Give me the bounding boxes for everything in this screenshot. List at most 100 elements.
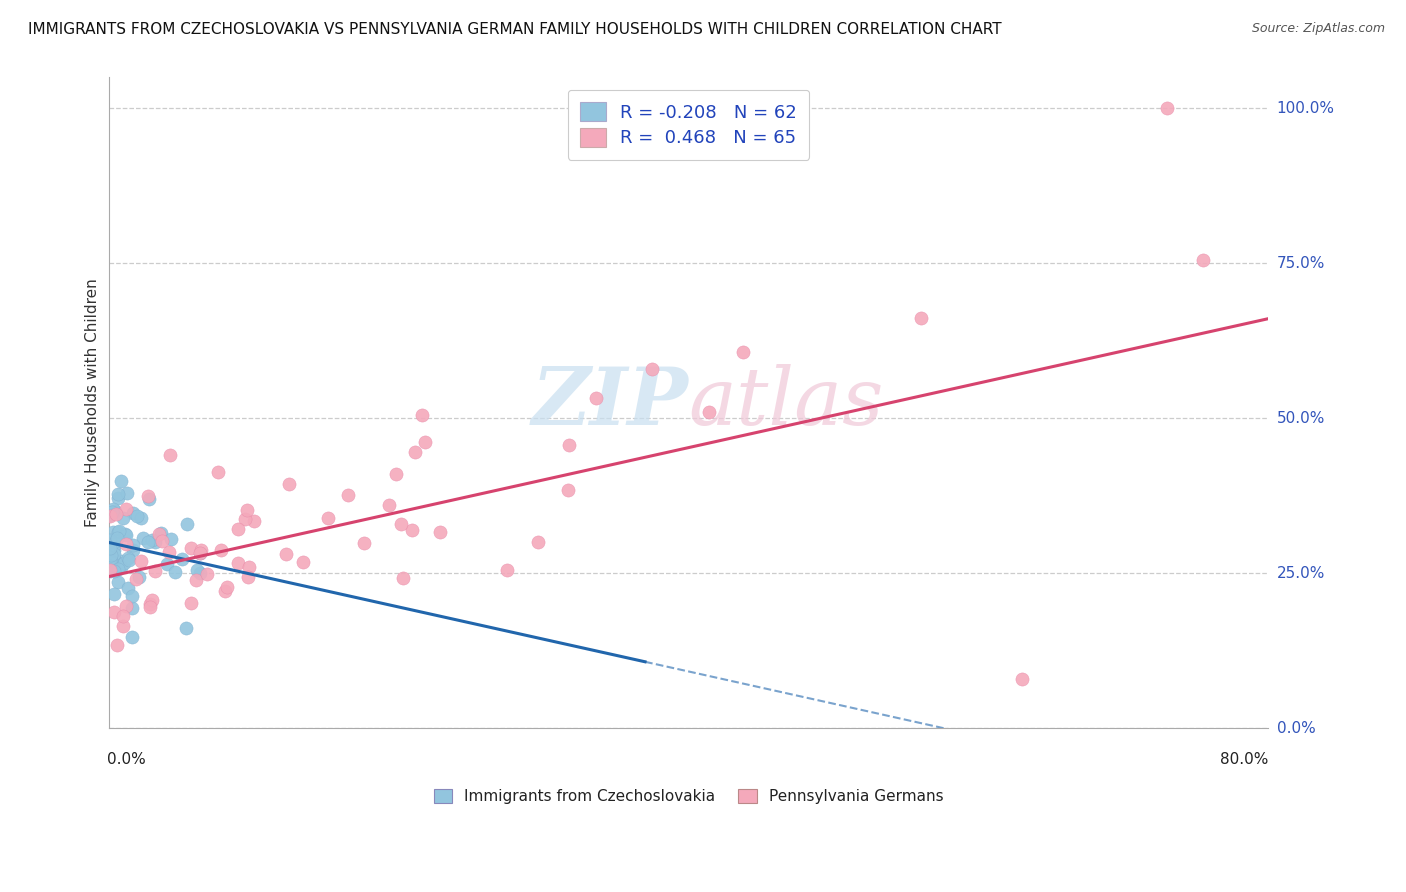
Point	[121, 630, 143, 644]
Text: 25.0%: 25.0%	[1277, 566, 1324, 581]
Y-axis label: Family Households with Children: Family Households with Children	[86, 278, 100, 527]
Point	[107, 561, 129, 575]
Point	[190, 546, 212, 560]
Point	[413, 435, 436, 450]
Point	[107, 525, 129, 540]
Point	[238, 570, 260, 584]
Point	[110, 474, 132, 488]
Point	[1192, 253, 1215, 268]
Point	[143, 534, 166, 549]
Point	[105, 533, 128, 548]
Point	[103, 605, 125, 619]
Point	[353, 536, 375, 550]
Point	[115, 502, 138, 516]
Point	[104, 503, 127, 517]
Point	[411, 408, 433, 422]
Point	[122, 538, 145, 552]
Point	[110, 560, 132, 574]
Point	[641, 362, 664, 376]
Legend: Immigrants from Czechoslovakia, Pennsylvania Germans: Immigrants from Czechoslovakia, Pennsylv…	[426, 781, 950, 812]
Point	[150, 526, 173, 541]
Point	[112, 511, 135, 525]
Point	[121, 506, 143, 520]
Text: 80.0%: 80.0%	[1220, 752, 1268, 767]
Point	[176, 516, 198, 531]
Point	[733, 345, 755, 359]
Point	[129, 554, 152, 568]
Point	[105, 638, 128, 652]
Point	[910, 310, 932, 325]
Point	[190, 543, 212, 558]
Point	[401, 524, 423, 538]
Point	[139, 597, 162, 611]
Point	[378, 498, 401, 512]
Point	[557, 438, 579, 452]
Point	[100, 533, 122, 547]
Text: 100.0%: 100.0%	[1277, 101, 1334, 116]
Point	[180, 541, 202, 555]
Point	[125, 508, 148, 523]
Point	[98, 508, 121, 522]
Point	[157, 545, 180, 559]
Point	[389, 516, 412, 531]
Point	[404, 445, 426, 459]
Point	[527, 535, 550, 549]
Point	[186, 562, 208, 576]
Point	[115, 536, 138, 550]
Point	[108, 524, 131, 538]
Point	[214, 584, 236, 599]
Point	[125, 572, 148, 586]
Point	[148, 527, 170, 541]
Point	[132, 532, 155, 546]
Point	[111, 619, 134, 633]
Point	[112, 556, 135, 570]
Point	[115, 528, 138, 542]
Point	[110, 554, 132, 568]
Point	[207, 465, 229, 479]
Point	[585, 391, 607, 405]
Point	[159, 448, 181, 462]
Point	[100, 548, 122, 562]
Point	[98, 541, 121, 556]
Point	[117, 550, 139, 565]
Point	[226, 522, 249, 536]
Point	[165, 565, 187, 579]
Text: 0.0%: 0.0%	[1277, 721, 1316, 736]
Point	[98, 565, 121, 579]
Point	[170, 551, 193, 566]
Point	[226, 556, 249, 570]
Point	[129, 511, 152, 525]
Point	[143, 564, 166, 578]
Point	[1156, 102, 1178, 116]
Point	[101, 502, 124, 516]
Point	[188, 546, 211, 560]
Point	[98, 564, 121, 578]
Point	[103, 553, 125, 567]
Point	[195, 567, 218, 582]
Point	[697, 405, 720, 419]
Point	[100, 554, 122, 568]
Point	[103, 547, 125, 561]
Point	[122, 543, 145, 558]
Point	[186, 573, 208, 587]
Point	[180, 596, 202, 610]
Point	[384, 467, 406, 481]
Point	[496, 563, 519, 577]
Point	[114, 526, 136, 541]
Text: ZIP: ZIP	[531, 364, 689, 442]
Point	[103, 564, 125, 578]
Text: 0.0%: 0.0%	[107, 752, 146, 767]
Point	[139, 599, 162, 614]
Point	[160, 532, 183, 546]
Point	[121, 589, 143, 603]
Point	[277, 476, 299, 491]
Text: 75.0%: 75.0%	[1277, 256, 1324, 271]
Point	[105, 532, 128, 546]
Point	[236, 502, 259, 516]
Point	[105, 507, 128, 521]
Point	[336, 488, 359, 502]
Point	[238, 560, 260, 574]
Point	[101, 549, 124, 564]
Point	[429, 525, 451, 540]
Point	[101, 525, 124, 540]
